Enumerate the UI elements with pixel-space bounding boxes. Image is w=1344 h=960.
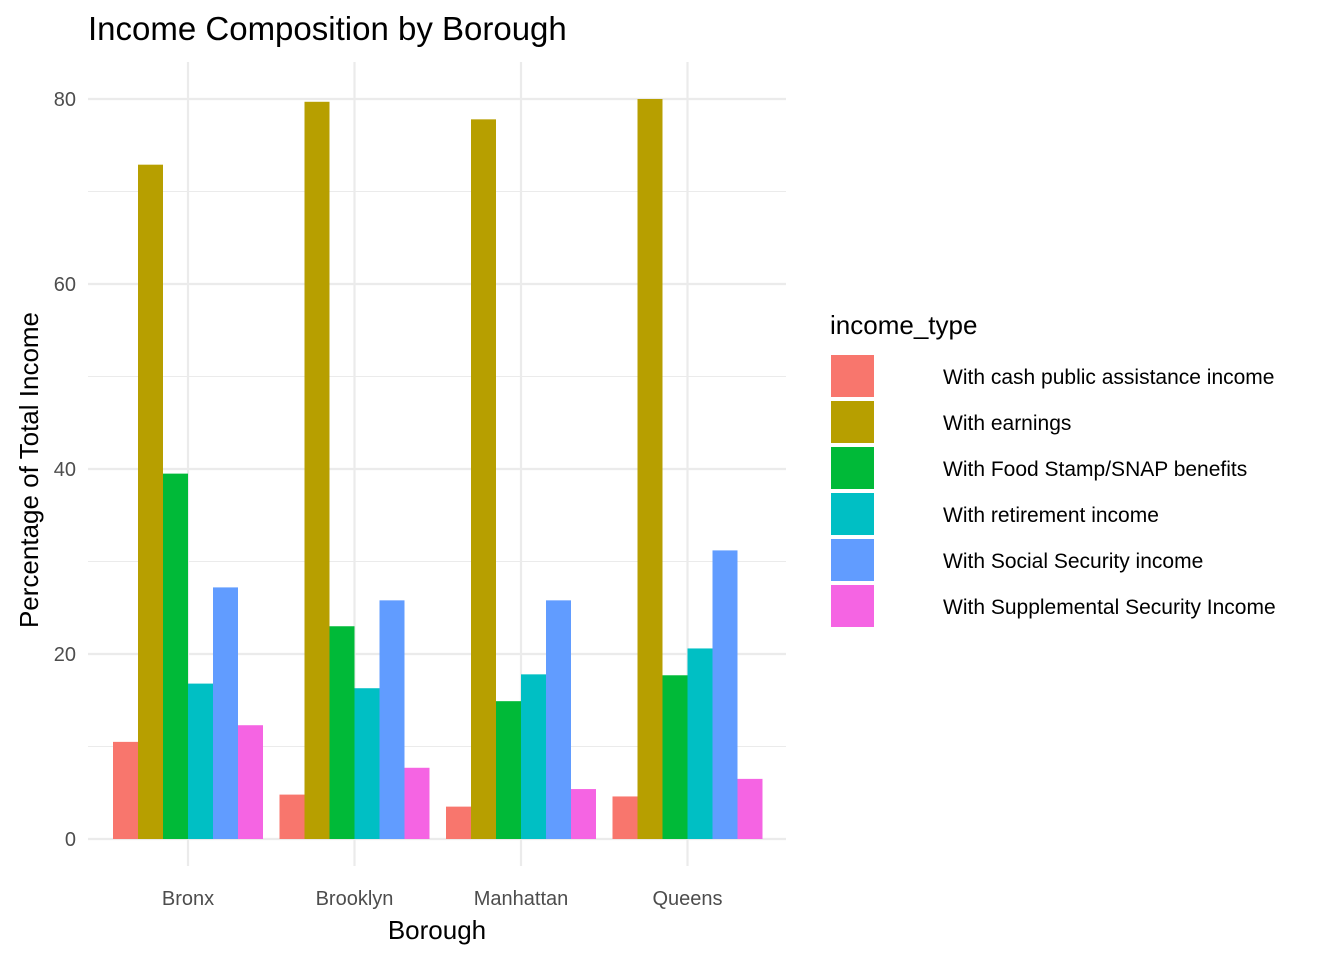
bar [637,99,663,839]
bar [304,101,330,839]
legend-label: With Food Stamp/SNAP benefits [943,458,1247,481]
legend-items: With cash public assistance income With e… [831,355,1276,627]
bars [113,99,763,840]
bar [379,600,405,839]
legend-swatch [831,539,874,581]
legend-swatch [831,493,874,535]
bar [238,725,263,839]
bar [496,701,521,839]
bar [113,741,138,839]
bar [279,794,305,839]
y-tick-label: 0 [65,829,76,851]
legend-label: With Social Security income [943,550,1203,573]
bar [163,473,188,839]
chart-title: Income Composition by Borough [88,10,567,47]
y-axis-title: Percentage of Total Income [14,312,44,628]
y-axis-ticks: 0 20 40 60 80 [54,89,76,851]
bar [404,767,430,839]
bar [213,587,238,839]
bar [521,674,546,839]
legend-swatch [831,585,874,627]
legend-swatch [831,355,874,397]
x-tick-label: Queens [652,888,722,910]
bar [471,119,496,840]
x-tick-label: Bronx [162,888,214,910]
x-axis-ticks: Bronx Brooklyn Manhattan Queens [162,888,723,910]
bar [329,626,355,839]
bar [662,675,688,839]
legend-swatch [831,447,874,489]
bar [712,550,738,839]
bar [188,683,213,839]
y-tick-label: 20 [54,644,76,666]
legend-label: With earnings [943,412,1071,435]
legend-label: With cash public assistance income [943,366,1274,389]
bar [354,688,380,839]
legend: income_type With cash public assistance … [830,310,1276,627]
bar [687,648,713,839]
legend-swatch [831,401,874,443]
y-tick-label: 40 [54,459,76,481]
bar [737,778,763,839]
x-axis-title: Borough [388,915,486,945]
legend-label: With retirement income [943,504,1159,527]
x-tick-label: Manhattan [474,888,569,910]
bar [446,806,471,839]
legend-label: With Supplemental Security Income [943,596,1276,619]
plot-panel: 0 20 40 60 80 Bronx Brooklyn Manhattan Queens [54,62,786,910]
bar [571,789,596,839]
y-tick-label: 80 [54,89,76,111]
legend-title: income_type [830,310,977,340]
x-tick-label: Brooklyn [316,888,394,910]
y-tick-label: 60 [54,274,76,296]
bar [138,164,163,840]
bar [546,600,571,839]
bar [612,796,638,839]
